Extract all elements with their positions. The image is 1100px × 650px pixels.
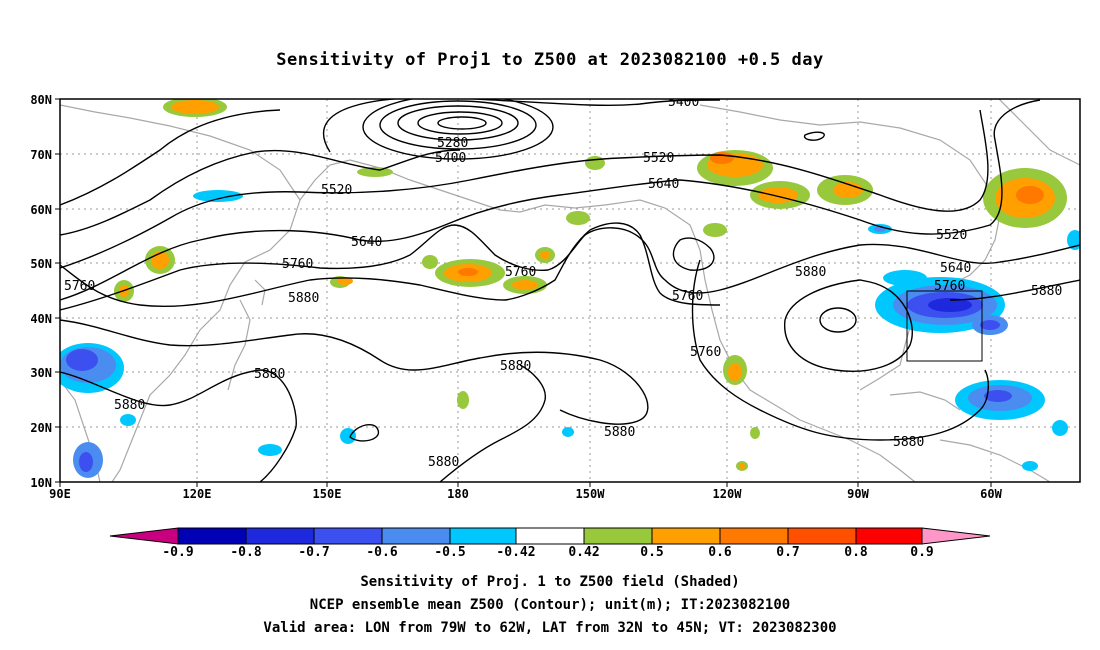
colorbar-label: 0.9: [910, 545, 934, 560]
contour-label: 5520: [936, 228, 967, 243]
contour-label: 5760: [64, 279, 95, 294]
contour-label: 5280: [437, 136, 468, 151]
colorbar-cell-pos-0.42: [583, 527, 653, 545]
contour-label: 5880: [1031, 284, 1062, 299]
longitude-labels: 90E 120E 150E 180 150W 120W 90W 60W: [49, 487, 1002, 501]
axis-ticks: [55, 98, 992, 487]
contour-label: 5880: [428, 455, 459, 470]
colorbar-label: 0.6: [708, 545, 732, 560]
colorbar-label: 0.8: [844, 545, 868, 560]
colorbar-cell-neg-0.9: [109, 527, 179, 545]
contour-label: 5760: [282, 257, 313, 272]
latitude-labels: 80N 70N 60N 50N 40N 30N 20N 10N: [30, 93, 52, 490]
contour-label: 5880: [288, 291, 319, 306]
contour-label: 5880: [604, 425, 635, 440]
contour-label: 5880: [114, 398, 145, 413]
contour-label: 5640: [648, 177, 679, 192]
contour-label: 5520: [643, 151, 674, 166]
colorbar-cell-neg-0.8: [177, 527, 247, 545]
z500-contours: [60, 99, 1080, 482]
lon-label: 90E: [49, 487, 71, 501]
caption-shaded: Sensitivity of Proj. 1 to Z500 field (Sh…: [360, 574, 740, 590]
colorbar-label: -0.6: [366, 545, 398, 560]
contour-label: 5760: [505, 265, 536, 280]
colorbar-label: -0.7: [298, 545, 330, 560]
lon-label: 90W: [847, 487, 869, 501]
lat-label: 70N: [30, 148, 52, 162]
contour-labels: 5400 5280 5400 5520 5520 5640 5640 5760 …: [64, 95, 1062, 470]
lat-label: 20N: [30, 421, 52, 435]
contour-label: 5760: [934, 279, 965, 294]
valid-area-box: [906, 290, 983, 362]
contour-label: 5880: [500, 359, 531, 374]
lat-label: 40N: [30, 312, 52, 326]
lat-label: 60N: [30, 203, 52, 217]
contour-label: 5520: [321, 183, 352, 198]
colorbar-cell-neg-0.42: [449, 527, 517, 545]
sensitivity-shading: [60, 99, 1080, 478]
map-frame: [59, 98, 1081, 483]
colorbar-label: 0.42: [568, 545, 600, 560]
colorbar-label: 0.7: [776, 545, 800, 560]
contour-label: 5760: [672, 289, 703, 304]
caption-contour: NCEP ensemble mean Z500 (Contour); unit(…: [309, 597, 791, 613]
lon-label: 150W: [576, 487, 606, 501]
lon-label: 180: [447, 487, 469, 501]
lon-label: 60W: [980, 487, 1002, 501]
caption-valid-area: Valid area: LON from 79W to 62W, LAT fro…: [263, 620, 837, 636]
colorbar-label: -0.9: [162, 545, 194, 560]
contour-label: 5400: [435, 151, 466, 166]
lat-label: 80N: [30, 93, 52, 107]
colorbar-cell-pos-0.9: [921, 527, 991, 545]
colorbar-label: -0.8: [230, 545, 262, 560]
colorbar-cell-pos-0.7: [787, 527, 857, 545]
contour-label: 5880: [795, 265, 826, 280]
colorbar-cell-zero: [515, 527, 585, 545]
colorbar-label: -0.42: [496, 545, 536, 560]
lon-label: 150E: [313, 487, 342, 501]
contour-label: 5400: [668, 95, 699, 110]
colorbar-cell-pos-0.8: [855, 527, 923, 545]
lon-label: 120E: [183, 487, 212, 501]
colorbar-label: 0.5: [640, 545, 664, 560]
lon-label: 120W: [713, 487, 743, 501]
colorbar-cell-pos-0.5: [651, 527, 721, 545]
colorbar-cell-pos-0.6: [719, 527, 789, 545]
lat-label: 50N: [30, 257, 52, 271]
colorbar-label: -0.5: [434, 545, 466, 560]
contour-label: 5760: [690, 345, 721, 360]
contour-label: 5640: [940, 261, 971, 276]
lat-label: 30N: [30, 366, 52, 380]
colorbar: [109, 527, 991, 545]
colorbar-cell-neg-0.5: [381, 527, 451, 545]
colorbar-cell-neg-0.6: [313, 527, 383, 545]
contour-label: 5640: [351, 235, 382, 250]
contour-label: 5880: [893, 435, 924, 450]
contour-label: 5880: [254, 367, 285, 382]
map-title: Sensitivity of Proj1 to Z500 at 20230821…: [276, 50, 824, 70]
lat-label: 10N: [30, 476, 52, 490]
colorbar-cell-neg-0.7: [245, 527, 315, 545]
